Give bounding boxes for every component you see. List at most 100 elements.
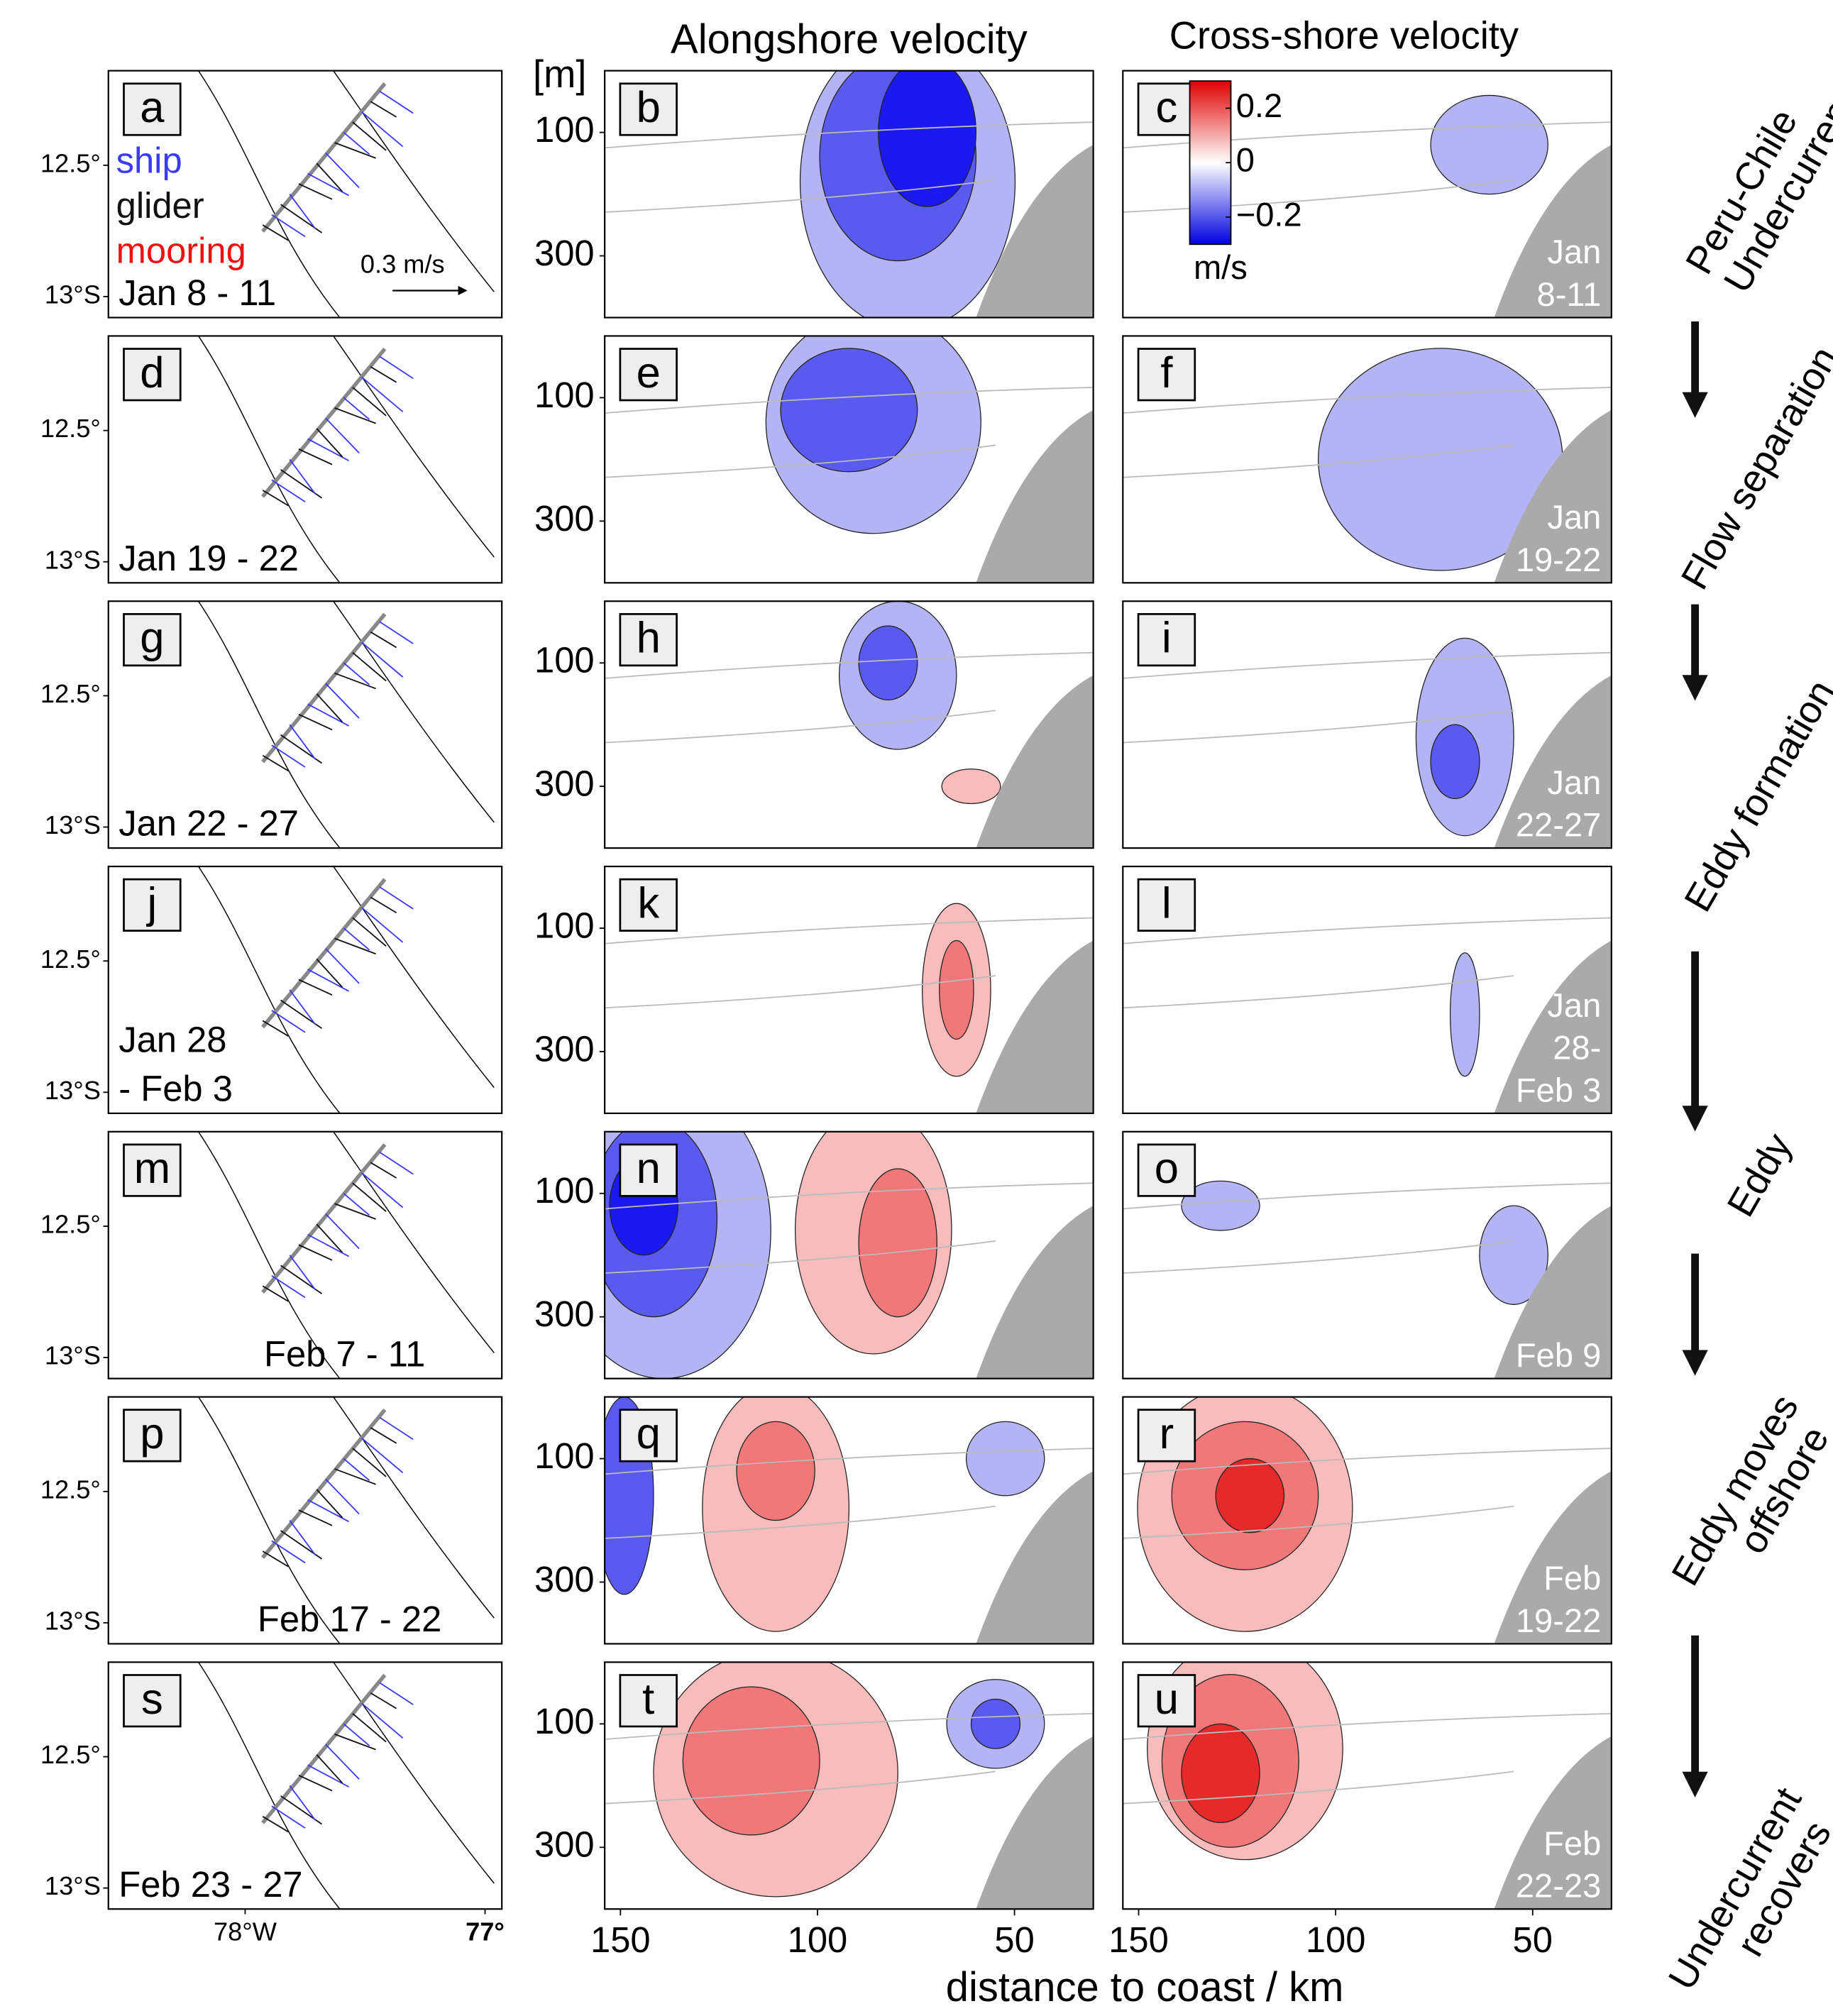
panel-letter: g — [140, 614, 164, 663]
velocity-arrow — [370, 896, 397, 914]
velocity-arrow — [352, 652, 387, 682]
velocity-arrow — [352, 1448, 387, 1477]
panel-letter: n — [637, 1144, 661, 1193]
x-axis-label: distance to coast / km — [946, 1965, 1344, 2010]
depth-tick-label: 300 — [534, 1824, 595, 1865]
contour-region — [941, 769, 1001, 805]
section-frame — [1122, 1130, 1612, 1379]
contour-region — [858, 625, 918, 701]
velocity-arrow — [343, 662, 370, 685]
depth-tick-label: 300 — [534, 1559, 595, 1599]
stage-arrowhead — [1682, 1771, 1708, 1797]
velocity-arrow — [262, 224, 289, 241]
velocity-arrow — [271, 214, 306, 238]
isopycnal — [605, 651, 1094, 679]
velocity-arrow — [316, 1489, 343, 1519]
isopycnal — [1123, 917, 1612, 944]
velocity-arrow — [361, 907, 404, 943]
velocity-arrow — [289, 458, 316, 495]
letter-box — [123, 878, 182, 932]
section-date: Jan — [1547, 764, 1601, 801]
contour-region — [858, 1168, 937, 1318]
contours — [605, 903, 1094, 1113]
velocity-arrow — [298, 979, 333, 996]
letter-box — [1137, 1143, 1196, 1197]
stage-arrowhead — [1682, 392, 1708, 418]
panel-letter: c — [1156, 83, 1178, 132]
contour-region — [1430, 94, 1548, 195]
panel-letter: u — [1155, 1675, 1179, 1724]
shelf — [976, 1470, 1094, 1644]
section-panel: f Jan 19-22 — [1122, 335, 1612, 584]
contours — [605, 601, 1094, 849]
isopycnal — [1123, 1505, 1514, 1539]
depth-tick-label: 300 — [534, 498, 595, 539]
isopycnal — [1123, 975, 1514, 1009]
letter-box — [619, 1674, 678, 1728]
velocity-arrow — [361, 1702, 404, 1739]
panel-letter: o — [1155, 1144, 1179, 1193]
isopycnal — [605, 1240, 996, 1274]
section-panel: k 100 300 — [534, 865, 1094, 1114]
letter-box — [619, 348, 678, 402]
contours — [1123, 1180, 1612, 1379]
section-frame — [604, 70, 1094, 319]
depth-tick-label: 300 — [534, 764, 595, 804]
velocity-arrow — [379, 886, 414, 910]
velocity-arrow — [343, 1458, 370, 1482]
contours — [1123, 1397, 1612, 1644]
isopycnal — [605, 179, 996, 213]
lat-tick-label: 13°S — [45, 810, 101, 839]
letter-box — [123, 82, 182, 136]
velocity-arrow — [361, 111, 404, 148]
letter-box — [619, 82, 678, 136]
velocity-arrow — [370, 366, 397, 383]
velocity-arrow — [325, 1744, 360, 1780]
velocity-arrow — [370, 631, 397, 649]
map-panel: 12.5° 13°S s Feb 23 - 27 — [40, 1661, 503, 1910]
coast-contour — [197, 866, 341, 1114]
coast-contour — [197, 70, 341, 318]
contour-region — [878, 70, 977, 207]
panel-letter: b — [637, 83, 661, 132]
section-frame — [1122, 1396, 1612, 1645]
lat-tick-label: 12.5° — [40, 1740, 101, 1769]
shelf — [976, 1206, 1094, 1379]
section-frame — [604, 1396, 1094, 1645]
velocity-arrow — [325, 948, 360, 984]
contour-region — [970, 1698, 1020, 1749]
letter-box — [123, 1409, 182, 1463]
velocity-arrow — [316, 163, 343, 192]
section-panel: r Feb 19-22 — [1122, 1396, 1612, 1645]
velocity-arrow — [343, 1723, 370, 1746]
velocity-arrow — [289, 1785, 316, 1821]
map-panel: 12.5° 13°S j Jan 28 - Feb 3 — [40, 865, 503, 1114]
isopycnal — [605, 1505, 996, 1539]
section-panel: q 100 300 — [534, 1396, 1094, 1645]
coast-contour — [197, 1397, 341, 1644]
column-title: Alongshore velocity — [671, 17, 1028, 62]
coast-contour — [197, 1131, 341, 1379]
contour-region — [1479, 1205, 1548, 1305]
velocity-arrow — [370, 1427, 397, 1444]
stage-label: Eddy — [1719, 1125, 1800, 1223]
velocity-arrow — [334, 142, 376, 159]
letter-box — [123, 612, 182, 667]
isopycnal — [605, 121, 1094, 149]
panel-letter: k — [637, 878, 659, 927]
panel-letter: q — [637, 1409, 661, 1458]
contours — [1123, 1662, 1612, 1910]
map-panel: 12.5° 13°S p Feb 17 - 22 — [40, 1396, 503, 1645]
section-date: Feb 9 — [1516, 1336, 1601, 1374]
contour-region — [965, 1421, 1045, 1497]
panel-letter: r — [1160, 1409, 1174, 1458]
velocity-arrow — [271, 1274, 306, 1299]
coast-contour — [333, 866, 495, 1089]
letter-box — [619, 612, 678, 667]
letter-box — [123, 1143, 182, 1197]
velocity-arrow — [379, 90, 414, 114]
section-frame — [1122, 1661, 1612, 1910]
map-date: Jan 19 - 22 — [119, 538, 299, 578]
shelf — [1494, 409, 1612, 583]
letter-box — [1137, 82, 1196, 136]
